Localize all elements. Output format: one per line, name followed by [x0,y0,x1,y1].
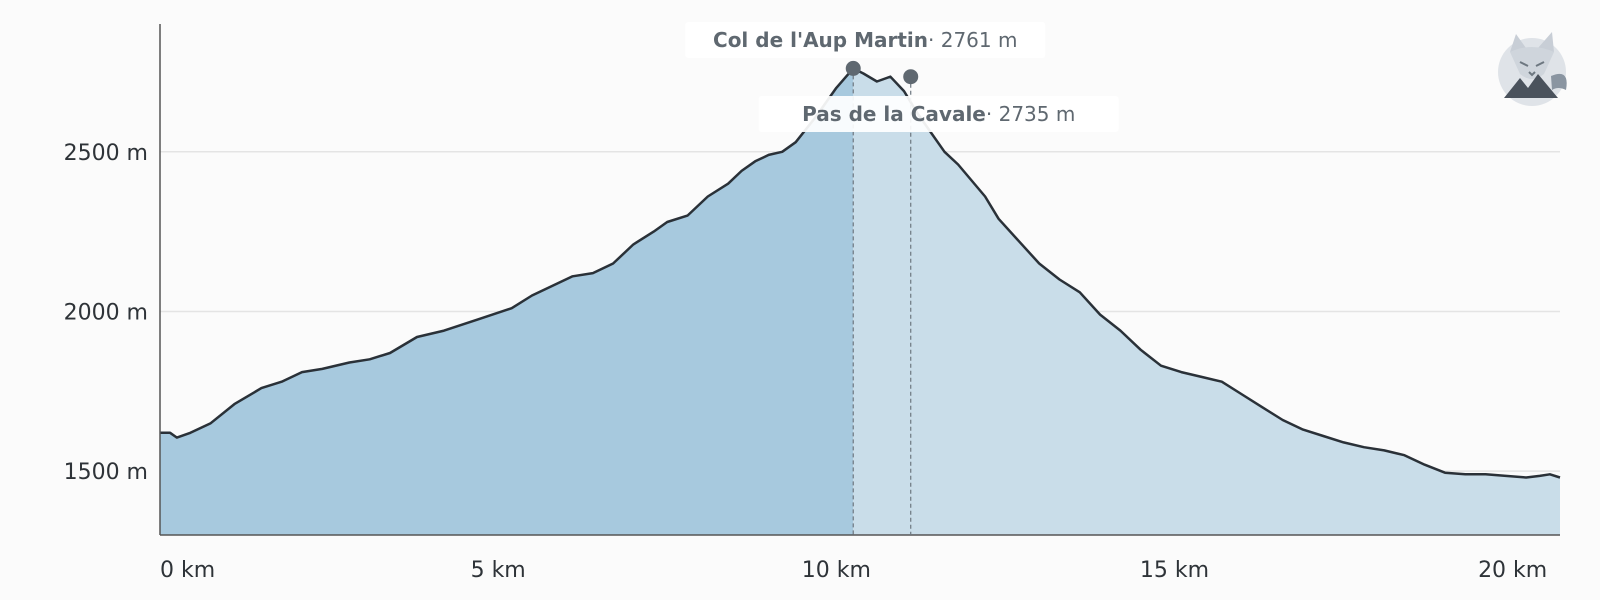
x-tick-label: 10 km [802,558,871,583]
x-tick-label: 0 km [160,558,215,583]
waypoint-elevation: · 2735 m [986,102,1075,126]
waypoint-label-box [685,22,1046,58]
waypoint-name: Col de l'Aup Martin [713,28,928,52]
y-tick-label: 2000 m [64,300,148,325]
axes [159,24,1560,536]
tick-labels: 1500 m 2000 m 2500 m 0 km 5 km 10 km 15 km 20 k… [64,141,1548,583]
waypoint-elevation: · 2761 m [928,28,1017,52]
ascent-area [160,68,854,536]
waypoint-label-box [758,96,1119,132]
x-tick-label: 20 km [1478,558,1547,583]
descent-area [853,68,1560,536]
fox-mountain-logo-icon [1496,28,1574,106]
waypoint-marker [903,69,919,85]
y-tick-label: 2500 m [64,141,148,166]
waypoint-marker [845,60,861,76]
x-tick-label: 15 km [1140,558,1209,583]
elevation-line [160,67,1561,479]
waypoint-label: Col de l'Aup Martin· 2761 m [713,28,1017,52]
waypoint-markers: Col de l'Aup Martin· 2761 m Pas de la Cav… [685,22,1119,535]
elevation-area [160,67,1561,536]
y-tick-label: 1500 m [64,460,148,485]
waypoint-label: Pas de la Cavale· 2735 m [802,102,1075,126]
waypoint-name: Pas de la Cavale [802,102,986,126]
x-tick-label: 5 km [471,558,526,583]
